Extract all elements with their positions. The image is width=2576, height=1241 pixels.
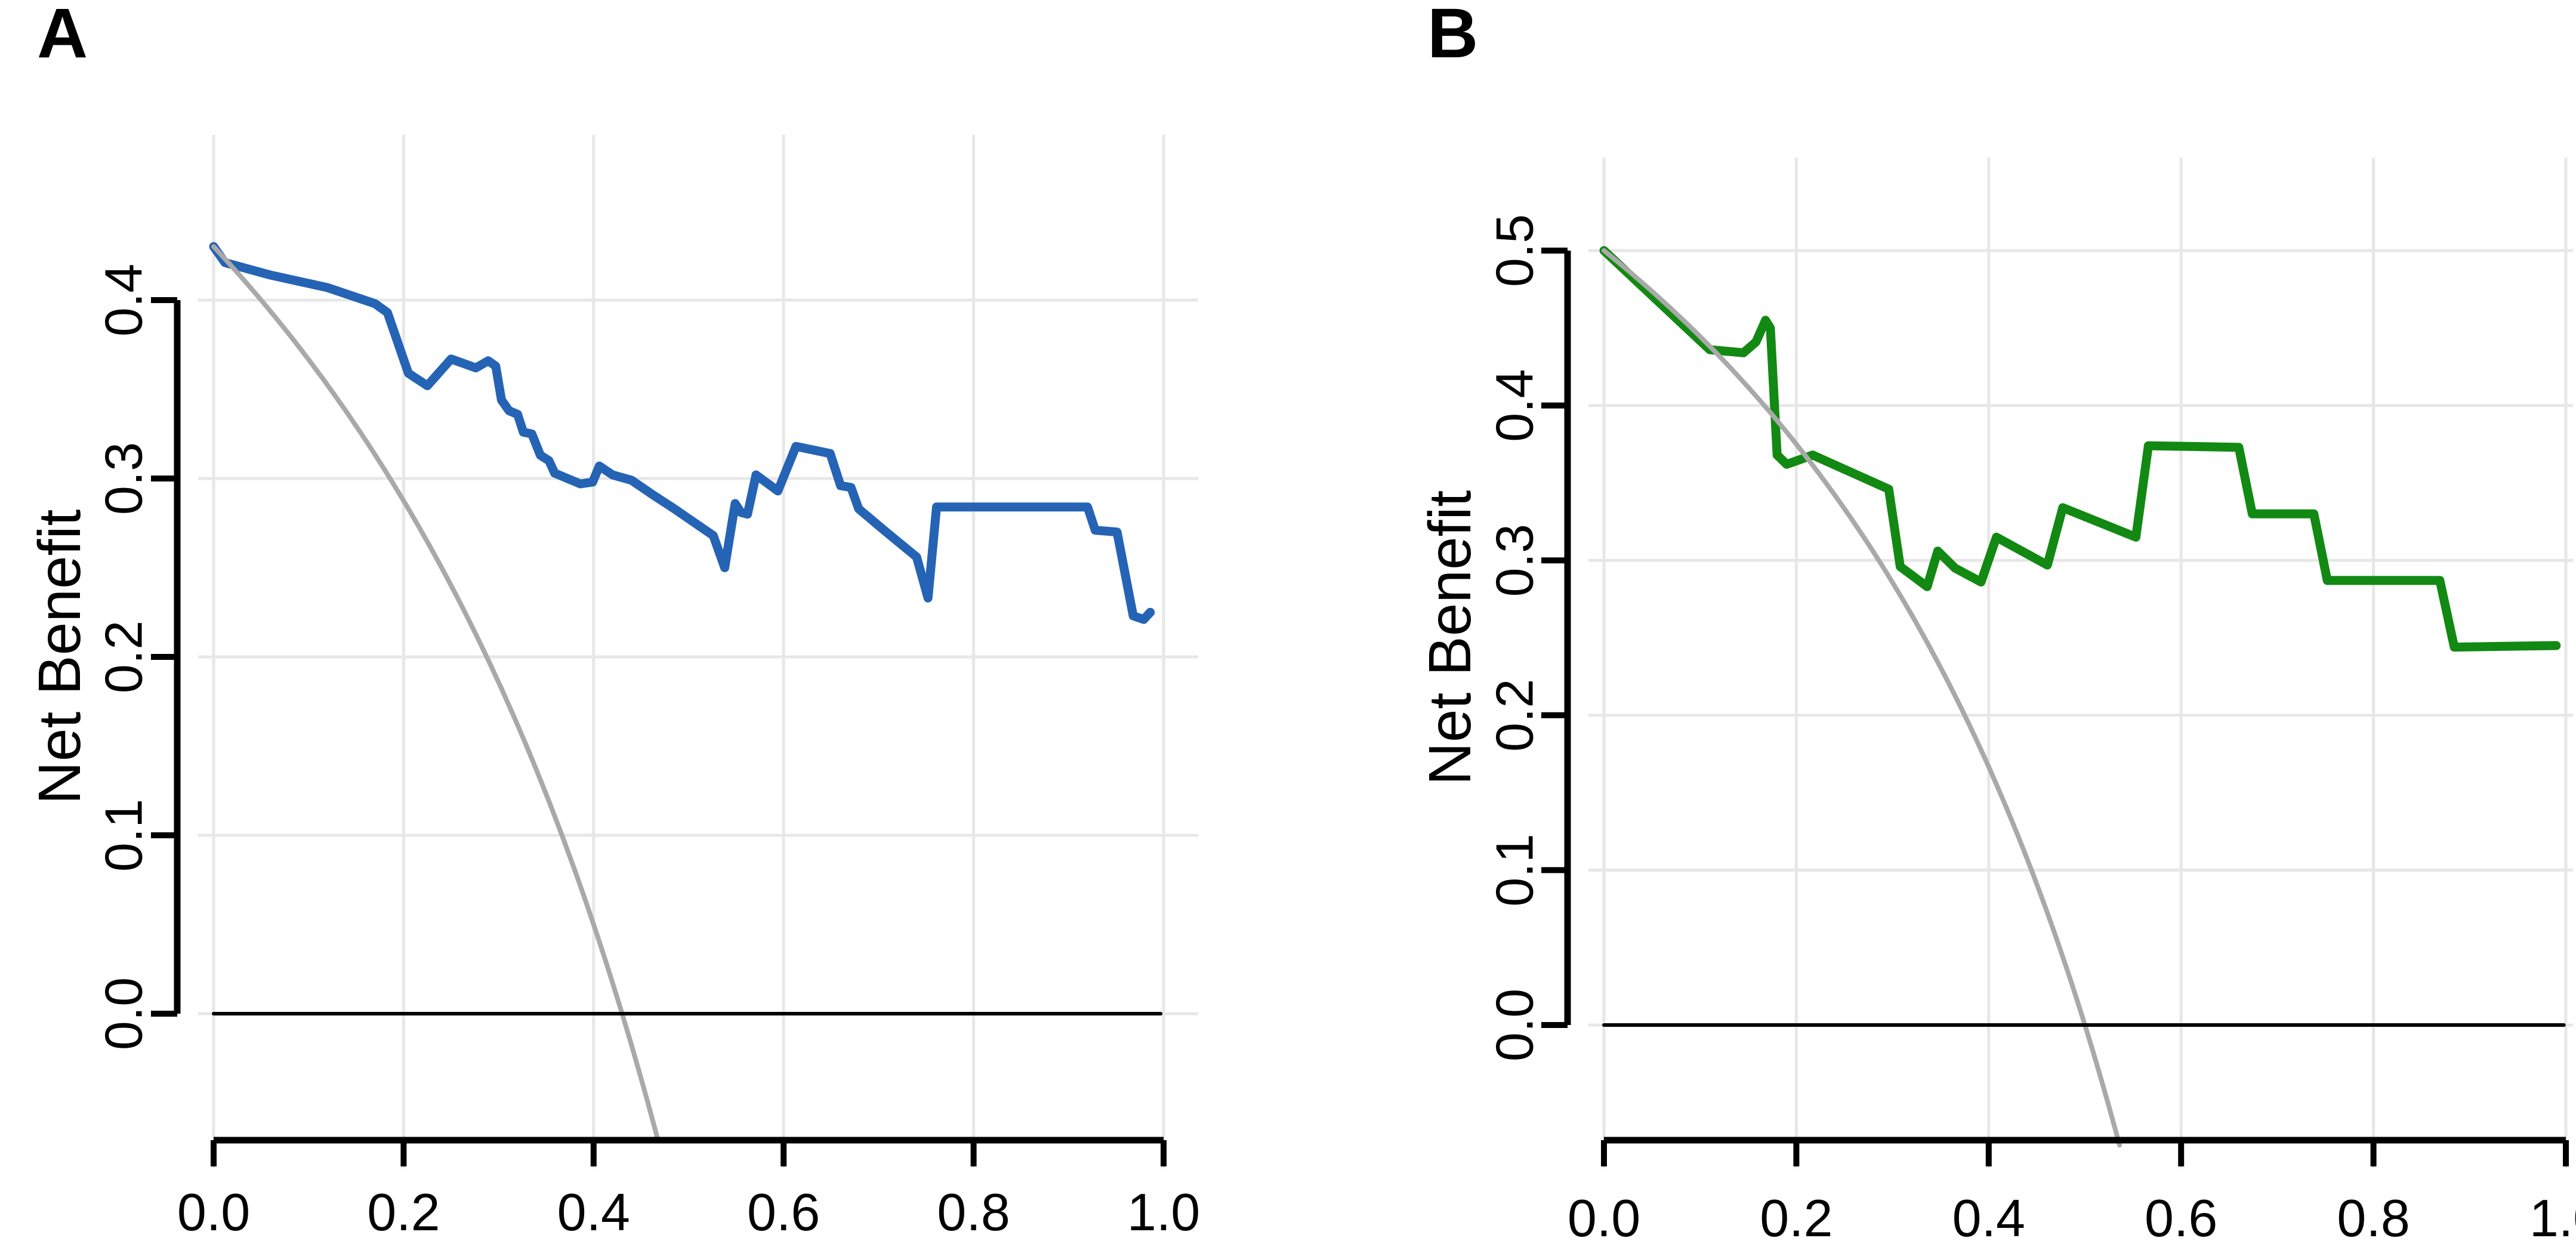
y-tick-label: 0.1: [94, 799, 153, 872]
x-tick-label: 0.8: [937, 1183, 1010, 1241]
x-tick-label: 0.8: [2337, 1188, 2410, 1241]
y-tick-label: 0.1: [1485, 833, 1544, 906]
gridlines: [1588, 158, 2573, 1168]
x-tick-label: 1.0: [2529, 1188, 2576, 1241]
x-tick-label: 0.4: [557, 1183, 630, 1241]
x-tick-label: 1.0: [1127, 1183, 1200, 1241]
y-tick-label: 0.0: [1485, 989, 1544, 1061]
treat-all-curve: [1602, 248, 2122, 1148]
x-tick-label: 0.2: [367, 1183, 440, 1241]
x-axis: [1601, 1137, 2569, 1166]
x-tick-label: 0.2: [1760, 1188, 1832, 1241]
y-tick-label: 0.5: [1485, 214, 1544, 287]
y-tick-label: 0.2: [1485, 679, 1544, 752]
x-axis: [211, 1137, 1167, 1166]
y-tick-label: 0.2: [94, 620, 153, 693]
x-tick-label: 0.4: [1952, 1188, 2025, 1241]
y-axis: [151, 297, 181, 1017]
y-tick-label: 0.0: [94, 977, 153, 1050]
panel-label-a: A: [37, 0, 88, 73]
x-tick-label: 0.6: [2145, 1188, 2217, 1241]
panel-a-group: 0.0 0.2 0.4 0.6 0.8 1.0 0.0 0.1 0.2 0.3 0.4 Net Ben…: [26, 0, 1200, 1241]
panel-label-b: B: [1427, 0, 1478, 73]
x-tick-label: 0.0: [1568, 1188, 1640, 1241]
x-tick-label: 0.6: [747, 1183, 820, 1241]
y-tick-label: 0.3: [1485, 524, 1544, 597]
treat-all-curve: [211, 244, 661, 1144]
x-tick-label: 0.0: [177, 1183, 250, 1241]
y-axis-title: Net Benefit: [1417, 490, 1483, 785]
model-curve-b: [1599, 246, 2561, 652]
y-axis: [1541, 248, 1571, 1028]
y-axis-title: Net Benefit: [26, 509, 93, 804]
model-curve-a: [209, 242, 1155, 624]
y-tick-label: 0.3: [94, 442, 153, 515]
y-tick-label: 0.4: [1485, 369, 1544, 442]
y-tick-label: 0.4: [94, 264, 153, 337]
panel-b-group: 0.0 0.2 0.4 0.6 0.8 1.0 0.0 0.1 0.2 0.3 0.4 0.5 Net …: [1417, 0, 2576, 1241]
